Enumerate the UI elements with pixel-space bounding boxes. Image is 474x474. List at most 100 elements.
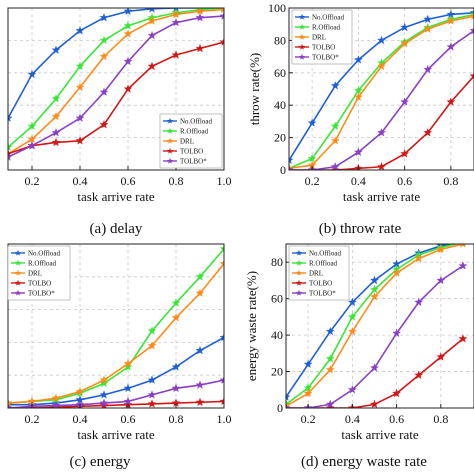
data-point-DRL-2 [330,136,340,145]
data-point-No.Offload-3 [353,55,363,64]
x-tick-label: 0.8 [169,412,184,426]
data-point-R.Offload-6 [147,326,157,335]
data-point-No.Offload-4 [99,13,109,22]
data-point-TOLBO*-4 [99,398,109,407]
data-point-TOLBO-6 [147,61,157,71]
data-point-R.Offload-7 [171,298,181,307]
x-tick-label: 0.6 [389,412,404,426]
data-point-DRL-6 [147,341,157,350]
plot-area [8,244,224,408]
y-tick-label: 60 [274,66,286,80]
data-point-TOLBO*-5 [123,56,133,66]
data-point-No.Offload-6 [147,375,157,384]
data-point-R.Offload-2 [325,354,335,363]
data-point-DRL-5 [392,268,401,277]
data-point-TOLBO-6 [423,128,433,137]
data-point-TOLBO*-7 [446,42,456,51]
x-tick-label: 0.6 [121,174,136,188]
chart-panel-a: 0.2 0.4 0.6 0.8 1.0 task arrive rate No.Offloa… [7,7,232,237]
data-point-No.Offload-4 [99,390,109,399]
series-line-No.Offload [8,336,224,406]
series-line-TOLBO [8,41,224,155]
data-point-TOLBO*-4 [99,87,109,96]
data-point-TOLBO-5 [123,84,133,93]
data-point-TOLBO*-8 [469,26,474,35]
legend-swatch-star [166,127,174,134]
data-point-TOLBO*-0 [289,165,294,170]
x-tick-label: 1.0 [217,412,232,426]
data-point-DRL-4 [99,375,109,384]
data-point-TOLBO*-0 [286,403,291,408]
data-point-DRL-7 [171,313,181,322]
data-point-R.Offload-4 [370,284,379,294]
data-point-DRL-4 [377,61,386,71]
legend-label: TOLBO* [312,54,339,62]
x-tick-label: 0.8 [433,412,448,426]
data-point-TOLBO*-2 [330,162,340,170]
data-point-No.Offload-3 [75,26,85,35]
data-point-DRL-8 [469,11,474,20]
data-point-TOLBO*-2 [51,400,61,408]
data-point-No.Offload-8 [195,345,205,355]
y-tick-label: 80 [271,255,283,269]
chart-panel-b: 0.2 0.4 0.6 0.8 0 20 40 60 80 100 task arrive rate… [247,1,474,237]
legend-swatch-star [295,249,303,256]
data-point-No.Offload-7 [171,362,181,371]
legend-label: No.Offload [312,14,344,22]
data-point-No.Offload-4 [370,275,379,285]
legend-swatch-star [166,117,174,124]
data-point-TOLBO-8 [195,397,205,407]
legend-label: R.Offload [28,260,57,268]
data-point-TOLBO*-1 [27,141,37,150]
plot-frame [288,7,474,171]
data-point-DRL-8 [195,288,205,297]
plot-area [286,244,468,408]
data-point-DRL-2 [51,111,61,121]
y-axis-label: throw rate(%) [247,53,262,126]
data-point-TOLBO*-8 [195,380,205,389]
data-point-DRL-4 [370,292,379,301]
data-point-TOLBO-4 [377,162,386,170]
data-point-R.Offload-5 [123,21,133,30]
data-point-DRL-7 [446,16,456,25]
chart-panel-c: 0.2 0.4 0.6 0.8 1.0 task arrive rate No.Offloa… [7,243,232,470]
series-line-DRL [8,263,224,404]
x-tick-label: 0.6 [121,412,136,426]
y-tick-label: 100 [268,1,286,15]
data-point-TOLBO-5 [400,149,410,158]
data-point-DRL-3 [347,326,357,336]
data-point-DRL-7 [436,244,446,254]
plot-frame [285,243,474,409]
data-point-TOLBO-9 [219,396,224,406]
data-point-TOLBO*-4 [370,363,379,372]
data-point-No.Offload-5 [123,383,133,393]
data-point-TOLBO-4 [99,120,109,129]
legend-label: TOLBO* [309,290,336,298]
y-axis-label: energy waste rate(%) [244,271,259,381]
data-point-TOLBO*-7 [436,275,446,285]
data-point-R.Offload-4 [99,35,109,45]
data-point-TOLBO*-8 [458,261,468,270]
data-point-DRL-8 [460,244,466,248]
legend-swatch-star [14,259,22,266]
data-point-TOLBO*-6 [147,390,157,399]
data-point-TOLBO-8 [458,334,468,343]
series-line-R.Offload [8,8,224,148]
legend-label: DRL [309,270,323,278]
data-point-DRL-3 [75,386,85,396]
data-point-TOLBO*-8 [195,13,205,22]
data-point-No.Offload-5 [123,8,133,15]
data-point-No.Offload-1 [27,69,37,79]
data-point-TOLBO*-6 [414,297,424,307]
data-point-TOLBO-9 [219,37,224,46]
data-point-TOLBO*-0 [8,403,13,408]
panel-caption: (d) energy waste rate [301,454,427,470]
data-point-DRL-7 [171,9,181,19]
legend-swatch-star [295,259,303,266]
data-point-R.Offload-2 [51,94,61,103]
legend-swatch-star [295,279,303,286]
x-tick-label: 1.0 [217,174,232,188]
data-point-TOLBO-5 [392,388,401,398]
data-point-R.Offload-1 [27,121,37,131]
legend: No.Offload R.Offload DRL TOLBO TOLBO* [288,245,350,301]
